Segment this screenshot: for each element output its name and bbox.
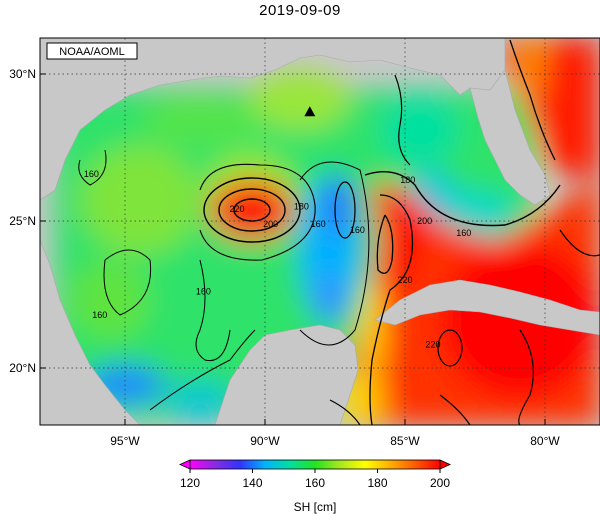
contour-label: 220 (397, 275, 412, 285)
sea-height-field (55, 38, 600, 425)
contour-label: 220 (229, 204, 244, 214)
lon-tick-label: 95°W (110, 434, 140, 448)
contour-label: 200 (263, 219, 278, 229)
colorbar-low-arrow (179, 459, 191, 470)
colorbar-gradient (189, 459, 441, 470)
source-tag: NOAA/AOML (46, 42, 138, 60)
lon-tick-label: 85°W (390, 434, 420, 448)
axis-labels: 30°N 25°N 20°N 95°W 90°W 85°W 80°W (9, 67, 560, 448)
contour-label: 160 (456, 228, 471, 238)
contour-label: 180 (400, 175, 415, 185)
contour-label: 160 (311, 219, 326, 229)
lon-tick-label: 90°W (250, 434, 280, 448)
lat-tick-label: 20°N (9, 361, 36, 375)
observation-marker (304, 106, 316, 117)
colorbar-ticks: 120 140 160 180 200 (180, 469, 450, 490)
colorbar-tick-label: 160 (305, 476, 325, 490)
lat-lon-grid (40, 38, 600, 425)
colorbar-tick-label: 180 (367, 476, 387, 490)
contour-label: 160 (350, 225, 365, 235)
source-text: NOAA/AOML (59, 46, 124, 58)
map-frame (39, 37, 600, 426)
contour-label: 160 (92, 310, 107, 320)
colorbar-label: SH [cm] (294, 500, 337, 514)
colorbar-high-arrow (439, 459, 451, 470)
contour-label: 180 (294, 201, 309, 211)
contour-lines (78, 39, 600, 425)
colorbar-tick-label: 200 (430, 476, 450, 490)
colorbar-tick-label: 140 (242, 476, 262, 490)
colorbar-tick-label: 120 (180, 476, 200, 490)
land-masses (40, 38, 600, 425)
colorbar: 120 140 160 180 200 SH [cm] (179, 459, 451, 514)
contour-label: 200 (417, 216, 432, 226)
lat-tick-label: 30°N (9, 67, 36, 81)
contour-label: 160 (84, 169, 99, 179)
contour-label: 220 (425, 339, 440, 349)
lon-tick-label: 80°W (530, 434, 560, 448)
map-title: 2019-09-09 (259, 2, 341, 19)
lat-tick-label: 25°N (9, 214, 36, 228)
contour-label: 160 (196, 287, 211, 297)
